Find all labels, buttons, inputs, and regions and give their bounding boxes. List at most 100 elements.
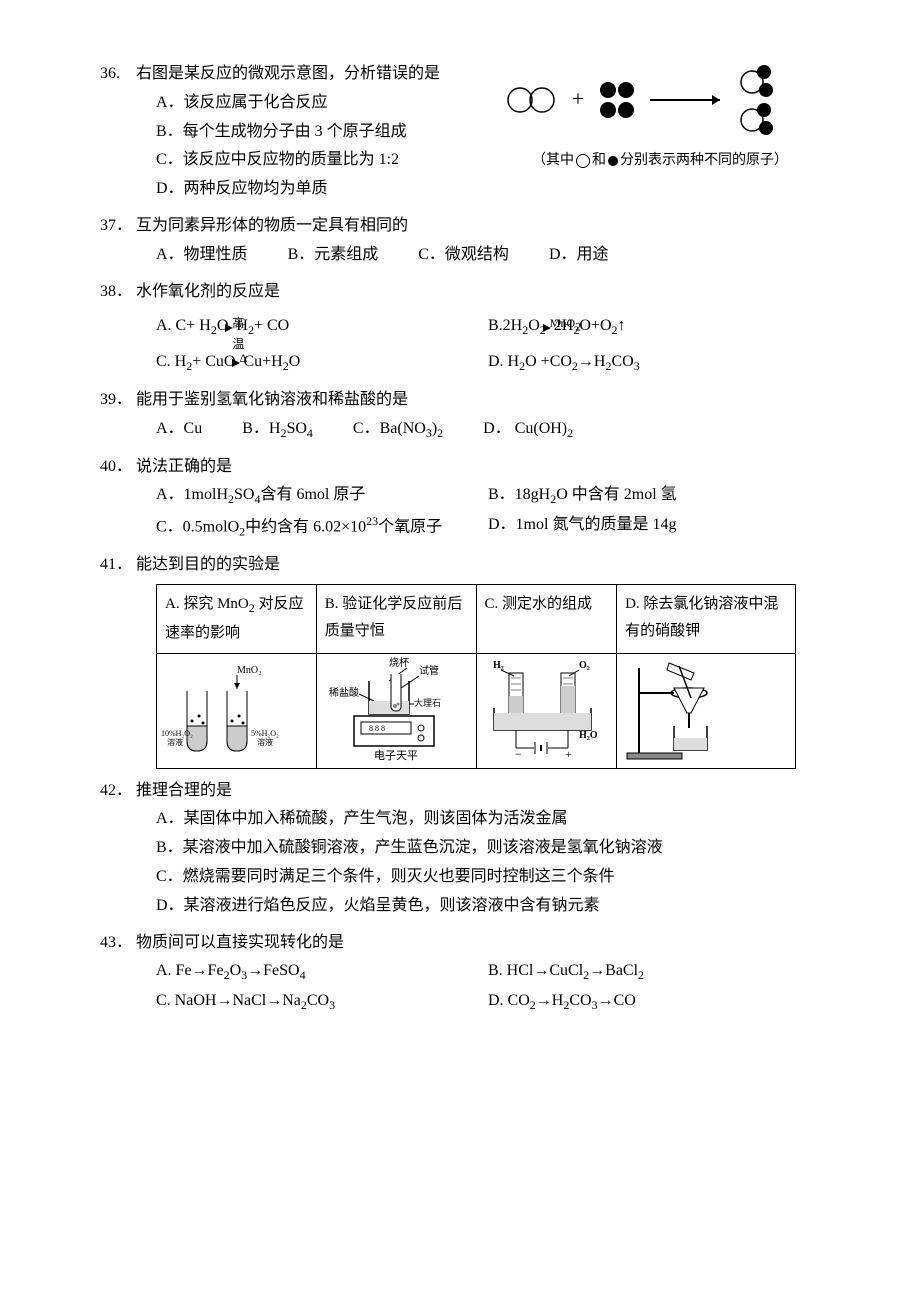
q43c-pre: C. NaOH→NaCl→Na <box>156 992 301 1009</box>
caption-mid: 和 <box>592 153 606 168</box>
svg-text:8 8 8: 8 8 8 <box>369 724 385 733</box>
cell-a-img: MnO₂ 10%H₂O₂ 溶液 5%H₂O₂ 溶液 <box>157 653 317 768</box>
q43d-end: →CO <box>598 992 636 1009</box>
tube-label: 试管 <box>419 664 439 677</box>
q43-opt-c: C. NaOH→NaCl→Na2CO3 <box>156 987 488 1017</box>
reaction-diagram: + <box>500 60 800 140</box>
q40-opt-b: B．18gH2O 中含有 2mol 氢 <box>488 481 820 511</box>
beaker-label: 烧杯 <box>389 656 409 669</box>
q36-text: 右图是某反应的微观示意图，分析错误的是 <box>136 60 500 89</box>
marble-label: 大理石 <box>414 697 441 708</box>
q42-opt-c: C．燃烧需要同时满足三个条件，则灭火也要同时控制这三个条件 <box>156 863 820 892</box>
eqB-label: MnO <box>550 316 575 330</box>
q41-text: 能达到目的的实验是 <box>136 551 820 580</box>
q39-opt-b: B．H2SO4 <box>242 415 313 445</box>
cellA1: A. 探究 MnO <box>165 596 249 612</box>
filtration-icon <box>619 658 769 763</box>
q43-opt-a: A. Fe→Fe2O3→FeSO4 <box>156 957 488 987</box>
q39-num: 39． <box>100 386 136 415</box>
q43d-mid: →H <box>536 992 564 1009</box>
caption-prefix: （其中 <box>532 153 574 168</box>
q39-opt-c: C．Ba(NO3)2 <box>353 415 443 445</box>
q40c-mid: 中约含有 6.02×10 <box>245 518 366 535</box>
h2-label: H₂ <box>493 660 504 671</box>
q42-opt-a: A．某固体中加入稀硫酸，产生气泡，则该固体为活泼金属 <box>156 805 820 834</box>
eqD-pre: D. H <box>488 353 519 370</box>
eqB-post2: O+O <box>579 317 611 334</box>
q36-opt-a: A．该反应属于化合反应 <box>156 89 500 118</box>
eqB-o2: O <box>528 317 540 334</box>
balance-label: 电子天平 <box>374 749 418 762</box>
question-40: 40． 说法正确的是 A．1molH2SO4含有 6mol 原子 B．18gH2… <box>100 453 820 544</box>
q43b-pre: B. HCl→CuCl <box>488 962 583 979</box>
question-41: 41． 能达到目的的实验是 A. 探究 MnO2 对反应速率的影响 B. 验证化… <box>100 551 820 768</box>
q43-opt-d: D. CO2→H2CO3→CO <box>488 987 820 1017</box>
q43a-post: →FeSO <box>247 962 299 979</box>
q38-text: 水作氧化剂的反应是 <box>136 278 820 307</box>
h2o2-10-label: 10%H₂O₂ <box>161 729 193 738</box>
question-36: 36. 右图是某反应的微观示意图，分析错误的是 A．该反应属于化合反应 B．每个… <box>100 60 820 204</box>
eqC-mid: + CuO <box>192 353 235 370</box>
q37-num: 37． <box>100 212 136 241</box>
q36-opt-c: C．该反应中反应物的质量比为 1:2 <box>156 146 500 175</box>
q39-text: 能用于鉴别氢氧化钠溶液和稀盐酸的是 <box>136 386 820 415</box>
svg-text:+: + <box>572 86 584 111</box>
mno2-label: MnO₂ <box>237 665 262 676</box>
eqC-post2: O <box>289 353 301 370</box>
q43d-post: CO <box>569 992 591 1009</box>
q39-opt-a: A．Cu <box>156 415 202 445</box>
q36-diagram: + （其中和分别表示两种不同的原子） <box>500 60 820 173</box>
eqB-up: ↑ <box>618 317 626 334</box>
q39d-pre: D． Cu(OH) <box>483 420 567 437</box>
q37-text: 互为同素异形体的物质一定具有相同的 <box>136 212 820 241</box>
cell-b-text: B. 验证化学反应前后质量守恒 <box>316 585 476 654</box>
cell-a-text: A. 探究 MnO2 对反应速率的影响 <box>157 585 317 654</box>
q39c-pre: C．Ba(NO <box>353 420 426 437</box>
cell-b-img: 烧杯 试管 稀盐酸 大理石 <box>316 653 476 768</box>
q40c-pre: C．0.5molO <box>156 518 239 535</box>
q37-opt-d: D．用途 <box>549 241 609 270</box>
test-tubes-icon: MnO₂ 10%H₂O₂ 溶液 5%H₂O₂ 溶液 <box>159 661 299 761</box>
q38-opt-d: D. H2O +CO2→H2CO3 <box>488 348 820 378</box>
eqA-pre: A. C+ H <box>156 317 211 334</box>
eqB-pre: B.2H <box>488 317 522 334</box>
q42-text: 推理合理的是 <box>136 777 820 806</box>
q40b-post: O 中含有 2mol 氢 <box>556 486 676 503</box>
cell-c-img: H₂ O₂ H₂O <box>476 653 617 768</box>
q43-text: 物质间可以直接实现转化的是 <box>136 929 820 958</box>
q37-opt-c: C．微观结构 <box>418 241 509 270</box>
q40a-post: 含有 6mol 原子 <box>260 486 365 503</box>
q40a-pre: A．1molH <box>156 486 228 503</box>
q43c-post: CO <box>307 992 329 1009</box>
q36-opt-d: D．两种反应物均为单质 <box>156 175 500 204</box>
q38-opt-a: A. C+ H2O 高温 H2+ CO <box>156 312 488 342</box>
h2o2-5-label: 5%H₂O₂ <box>251 729 279 738</box>
question-43: 43． 物质间可以直接实现转化的是 A. Fe→Fe2O3→FeSO4 B. H… <box>100 929 820 1017</box>
q40-text: 说法正确的是 <box>136 453 820 482</box>
q37-opt-a: A．物理性质 <box>156 241 248 270</box>
q42-opt-b: B．某溶液中加入硫酸铜溶液，产生蓝色沉淀，则该溶液是氢氧化钠溶液 <box>156 834 820 863</box>
cell-d-img <box>617 653 796 768</box>
sol1-label: 溶液 <box>167 737 183 747</box>
q43d-pre: D. CO <box>488 992 530 1009</box>
q38-num: 38． <box>100 278 136 307</box>
cell-c-text: C. 测定水的组成 <box>476 585 617 654</box>
q40b-pre: B．18gH <box>488 486 550 503</box>
eqD-post: CO <box>611 353 633 370</box>
open-circle-icon <box>576 154 590 168</box>
q40c-post: 个氧原子 <box>378 518 442 535</box>
q42-num: 42． <box>100 777 136 806</box>
eqD-arrow: →H <box>578 353 606 370</box>
svg-text:−: − <box>515 747 522 761</box>
q40-opt-d: D．1mol 氮气的质量是 14g <box>488 511 820 543</box>
q43b-post: →BaCl <box>589 962 638 979</box>
filled-dot-icon <box>608 156 618 166</box>
eqA-post2: + CO <box>254 317 289 334</box>
sol2-label: 溶液 <box>257 737 273 747</box>
q43-num: 43． <box>100 929 136 958</box>
q43a-mid: O <box>230 962 242 979</box>
q43-opt-b: B. HCl→CuCl2→BaCl2 <box>488 957 820 987</box>
diagram-caption: （其中和分别表示两种不同的原子） <box>500 148 820 173</box>
q39b-pre: B．H <box>242 420 280 437</box>
h2o-label: H₂O <box>579 730 598 741</box>
